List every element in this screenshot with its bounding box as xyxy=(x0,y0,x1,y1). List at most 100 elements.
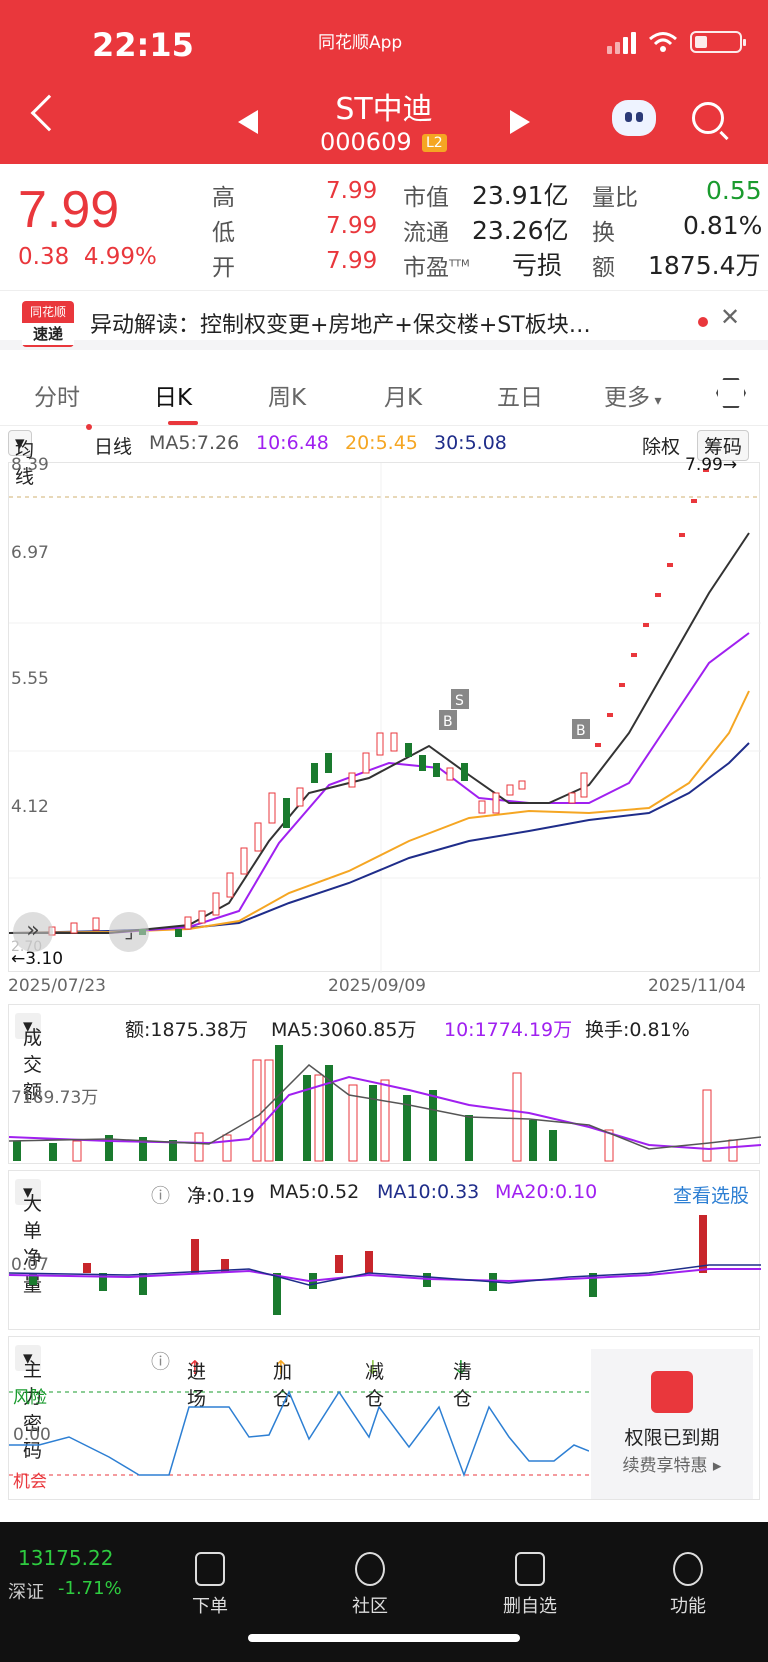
kline-svg: B S B xyxy=(8,463,761,973)
turnover-value: 0.81% xyxy=(683,211,763,240)
date-start: 2025/07/23 xyxy=(8,976,106,996)
tab-monthly-k[interactable]: 月K xyxy=(384,385,423,411)
close-icon[interactable]: ✕ xyxy=(720,303,741,331)
risk-label: 风险 xyxy=(13,1388,47,1408)
volume-turnover: 换手:0.81% xyxy=(585,1019,690,1041)
turnover-label: 换 xyxy=(592,220,615,246)
nav-order[interactable]: 下单 xyxy=(170,1552,250,1618)
search-icon[interactable] xyxy=(692,102,724,134)
tab-dot xyxy=(86,424,92,430)
news-banner[interactable]: 同花顺 速递 异动解读：控制权变更+房地产+保交楼+ST板块… ✕ xyxy=(0,290,768,350)
nav-remove-watchlist[interactable]: 删自选 xyxy=(490,1552,570,1618)
open-value: 7.99 xyxy=(326,248,378,274)
big-order-ma20: MA20:0.10 xyxy=(495,1181,598,1203)
big-order-net: 净:0.19 xyxy=(187,1185,255,1207)
status-time: 22:15 xyxy=(92,26,194,64)
big-order-legend: 大单净量 ▾ ⓘ 净:0.19 MA5:0.52 MA10:0.33 MA20:… xyxy=(9,1171,761,1296)
svg-text:B: B xyxy=(443,714,453,730)
fullscreen-icon[interactable]: ⌟ xyxy=(109,912,149,952)
help-icon-2[interactable]: ⓘ xyxy=(151,1351,171,1373)
tab-five-day[interactable]: 五日 xyxy=(497,385,543,411)
volume-ma5: MA5:3060.85万 xyxy=(271,1019,417,1041)
period-label: 日线 xyxy=(94,436,133,458)
volume-bars xyxy=(9,1045,761,1162)
news-text[interactable]: 异动解读：控制权变更+房地产+保交楼+ST板块… xyxy=(90,313,591,338)
volume-amount: 额:1875.38万 xyxy=(125,1019,248,1041)
svg-text:S: S xyxy=(455,693,464,709)
settings-icon[interactable] xyxy=(716,378,746,408)
tab-intraday[interactable]: 分时 xyxy=(34,385,80,411)
help-icon[interactable]: ⓘ xyxy=(151,1185,171,1207)
y-label-3: 5.55 xyxy=(11,669,49,689)
high-price-marker: 7.99→ xyxy=(685,455,738,475)
chance-label: 机会 xyxy=(13,1472,47,1492)
pe-label: 市盈TTM xyxy=(403,255,470,281)
assistant-robot-icon[interactable] xyxy=(612,100,656,136)
index-name: 深证 xyxy=(8,1582,44,1603)
status-app-name: 同花顺App xyxy=(318,33,403,53)
nav-community[interactable]: 社区 xyxy=(330,1552,410,1618)
main-force-panel[interactable]: 主力密码 ▾ ⓘ ↑ 进场 ↑ 加仓 ↓ 减仓 ↓ 清仓 风险 0.00 机会 … xyxy=(8,1336,760,1500)
community-icon xyxy=(355,1552,385,1586)
date-mid: 2025/09/09 xyxy=(328,976,426,996)
volume-select[interactable]: 成交额 ▾ xyxy=(15,1013,42,1103)
level-badge: L2 xyxy=(422,134,447,152)
stock-code: 000609 xyxy=(320,128,412,156)
battery-icon xyxy=(690,31,746,53)
high-label: 高 xyxy=(212,185,235,211)
volume-panel[interactable]: 成交额 ▾ 额:1875.38万 MA5:3060.85万 10:1774.19… xyxy=(8,1004,761,1164)
date-end: 2025/11/04 xyxy=(648,976,746,996)
ma-legend: 均线 ▾ 日线 MA5:7.26 10:6.48 20:5.45 30:5.08… xyxy=(0,428,768,488)
next-stock-icon[interactable] xyxy=(510,110,530,134)
open-label: 开 xyxy=(212,255,235,281)
ma5-label: MA5:7.26 xyxy=(149,432,240,454)
index-value[interactable]: 13175.22 xyxy=(18,1546,114,1570)
news-logo: 同花顺 速递 xyxy=(22,301,74,347)
float-value: 23.26亿 xyxy=(472,216,569,245)
float-label: 流通 xyxy=(403,220,449,246)
big-order-panel[interactable]: 大单净量 ▾ ⓘ 净:0.19 MA5:0.52 MA10:0.33 MA20:… xyxy=(8,1170,761,1330)
period-tabs: 分时 日K 周K 月K 五日 更多 ▾ xyxy=(0,360,768,430)
unread-dot xyxy=(698,317,708,327)
low-value: 7.99 xyxy=(326,213,378,239)
main-force-line xyxy=(9,1390,589,1478)
menu-icon xyxy=(673,1552,703,1586)
signal-icon xyxy=(607,30,636,54)
tab-weekly-k[interactable]: 周K xyxy=(268,385,307,411)
main-force-select[interactable]: 主力密码 ▾ xyxy=(15,1345,42,1462)
price-change: 0.38 4.99% xyxy=(18,244,157,270)
big-order-y-label: 0.07 xyxy=(11,1255,49,1275)
volume-ma10: 10:1774.19万 xyxy=(444,1019,573,1041)
quote-panel: 7.99 0.38 4.99% 高 7.99 低 7.99 开 7.99 市值 … xyxy=(0,164,768,288)
tab-more[interactable]: 更多 ▾ xyxy=(604,385,662,411)
mcap-value: 23.91亿 xyxy=(472,181,569,210)
amount-label: 额 xyxy=(592,255,615,281)
svg-text:B: B xyxy=(576,723,586,739)
amount-value: 1875.4万 xyxy=(648,251,761,280)
nav-functions[interactable]: 功能 xyxy=(648,1552,728,1618)
big-order-select[interactable]: 大单净量 ▾ xyxy=(15,1179,42,1296)
current-price: 7.99 xyxy=(18,181,120,239)
y-label-2: 6.97 xyxy=(11,543,49,563)
expired-title: 权限已到期 xyxy=(624,1427,720,1449)
mcap-label: 市值 xyxy=(403,185,449,211)
y-label-top: 8.39 xyxy=(11,455,49,475)
prev-stock-icon[interactable] xyxy=(238,110,258,134)
adjust-button[interactable]: 除权 xyxy=(642,436,681,458)
main-force-legend: 主力密码 ▾ ⓘ ↑ 进场 ↑ 加仓 ↓ 减仓 ↓ 清仓 xyxy=(9,1337,761,1462)
renew-link[interactable]: 续费享特惠 ▸ xyxy=(622,1456,722,1476)
kline-chart[interactable]: B S B 8.39 6.97 5.55 4.12 7.99→ ←3.10 2.… xyxy=(8,455,761,973)
big-order-bars xyxy=(9,1215,761,1315)
lock-icon xyxy=(651,1371,693,1413)
ma30-label: 30:5.08 xyxy=(434,432,507,454)
home-indicator[interactable] xyxy=(248,1634,520,1642)
big-order-ma5: MA5:0.52 xyxy=(269,1181,360,1203)
status-icons xyxy=(607,30,746,54)
tab-daily-k[interactable]: 日K xyxy=(154,385,193,411)
locked-overlay[interactable]: 权限已到期 续费享特惠 ▸ xyxy=(591,1349,753,1499)
ma-select[interactable]: 均线 ▾ xyxy=(8,430,34,488)
view-stock-picker-link[interactable]: 查看选股 xyxy=(673,1185,750,1207)
high-value: 7.99 xyxy=(326,178,378,204)
chips-button[interactable]: 筹码 xyxy=(697,430,750,461)
expand-left-icon[interactable]: » xyxy=(13,912,53,952)
